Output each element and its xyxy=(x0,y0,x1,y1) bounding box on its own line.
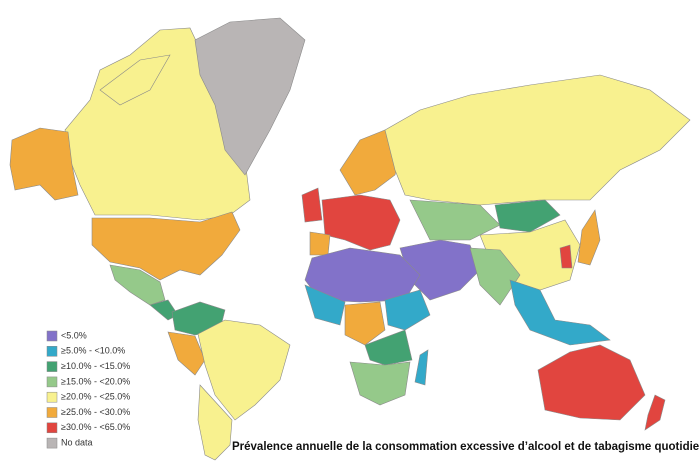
country-region xyxy=(344,301,386,346)
country-region xyxy=(167,331,206,376)
country-region xyxy=(349,361,411,406)
country-region xyxy=(197,319,291,421)
country-region xyxy=(537,344,646,421)
country-region xyxy=(109,264,166,306)
caption: Prévalence annuelle de la consommation e… xyxy=(232,441,699,453)
legend-swatch xyxy=(46,330,58,342)
country-region xyxy=(364,329,413,366)
country-region xyxy=(469,247,521,306)
country-region xyxy=(91,211,241,281)
country-region xyxy=(644,394,666,431)
world-map xyxy=(9,17,691,461)
legend-swatch xyxy=(46,346,58,357)
legend-swatch xyxy=(46,407,58,418)
country-region xyxy=(309,231,331,256)
country-region xyxy=(509,279,611,346)
legend-label: ≥20.0% - <25.0% xyxy=(61,392,130,402)
legend-swatch xyxy=(46,361,58,372)
country-region xyxy=(99,54,171,106)
legend-label: No data xyxy=(61,437,93,447)
legend-label: <5.0% xyxy=(61,330,87,340)
legend-swatch xyxy=(46,391,58,403)
legend-label: ≥30.0% - <65.0% xyxy=(61,422,130,432)
country-region xyxy=(414,349,429,386)
country-region xyxy=(9,127,79,201)
country-region xyxy=(384,289,431,331)
legend-label: ≥5.0% - <10.0% xyxy=(61,346,125,356)
country-region xyxy=(197,384,233,461)
legend-label: ≥10.0% - <15.0% xyxy=(61,361,130,371)
country-region xyxy=(577,209,601,266)
country-region xyxy=(304,284,346,326)
legend-label: ≥15.0% - <20.0% xyxy=(61,376,130,386)
legend-swatch xyxy=(46,376,58,388)
legend-swatch xyxy=(46,422,58,434)
legend-label: ≥25.0% - <30.0% xyxy=(61,407,130,417)
country-region xyxy=(384,74,691,206)
country-region xyxy=(321,194,401,251)
legend-swatch xyxy=(46,437,58,449)
country-region xyxy=(559,244,573,269)
country-region xyxy=(301,187,323,223)
country-region xyxy=(494,199,561,233)
country-region xyxy=(194,17,306,176)
legend: <5.0% ≥5.0% - <10.0% ≥10.0% - <15.0% ≥15.0%… xyxy=(46,330,130,449)
country-region xyxy=(409,199,501,241)
